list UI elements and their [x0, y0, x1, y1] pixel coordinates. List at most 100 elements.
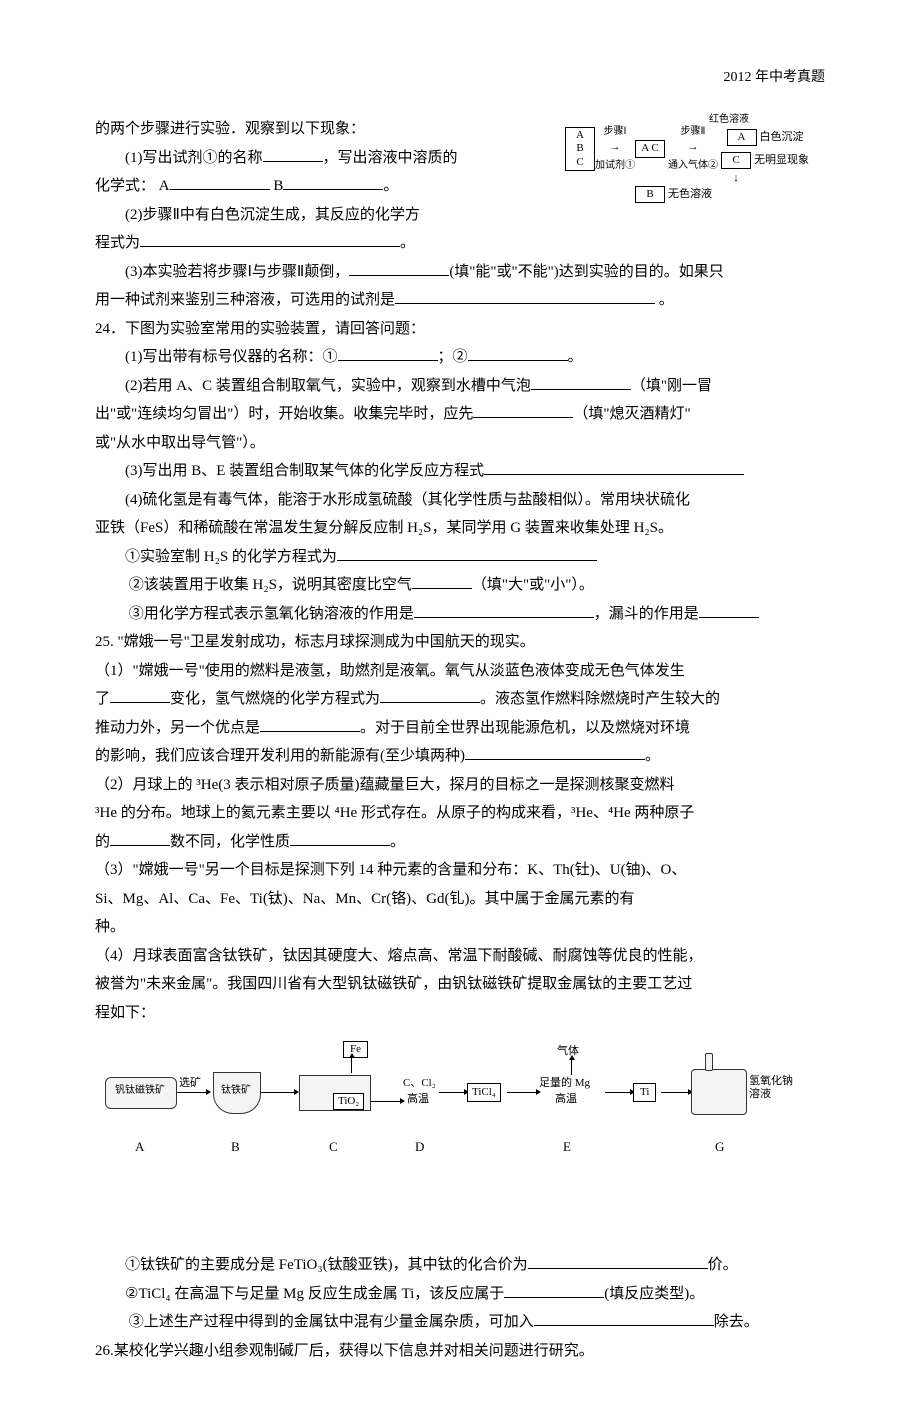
flow-b-text: 无色溶液 [665, 184, 712, 205]
blank [349, 260, 449, 276]
blank [528, 1253, 708, 1269]
blank [170, 174, 270, 190]
pd-letter-e: E [563, 1135, 571, 1160]
q24-p4b: 亚铁（FeS）和稀硫酸在常温发生复分解反应制 H₂S，某同学用 G 装置来收集处… [95, 514, 825, 543]
q26-title: 26.某校化学兴趣小组参观制碱厂后，获得以下信息并对相关问题进行研究。 [95, 1337, 825, 1366]
pd-a-label: 钒钛磁铁矿 [107, 1085, 173, 1097]
q25-process-diagram: 钒钛磁铁矿 选矿 钛铁矿 Fe TiO₂ C、Cl₂ 高温 TiCl₄ 足量的 … [95, 1037, 825, 1157]
flow-red-label: 红色溶液 [633, 115, 825, 125]
page: 2012 年中考真题 红色溶液 A B C 步骤Ⅰ → 加试剂① A C 步骤Ⅱ… [0, 0, 920, 1405]
blank [504, 1282, 604, 1298]
arrow-right-icon [605, 1092, 631, 1093]
pd-c-mid: TiO₂ [333, 1093, 364, 1110]
q25-sub1a: ①钛铁矿的主要成分是 FeTiO₃(钛酸亚铁)，其中钛的化合价为 [125, 1257, 528, 1273]
q25-p2b: ³He 的分布。地球上的氦元素主要以 ⁴He 形式存在。从原子的构成来看，³He… [95, 799, 825, 828]
pd-e-cond: 高温 [555, 1093, 577, 1106]
pd-e-top: 气体 [557, 1045, 579, 1058]
blank [110, 687, 170, 703]
q24-p4d-text: ②该装置用于收集 H₂S，说明其密度比空气 [129, 577, 412, 593]
q24-p1b: ；② [438, 349, 468, 365]
q25-sub2: ②TiCl₄ 在高温下与足量 Mg 反应生成金属 Ti，该反应属于(填反应类型)… [95, 1280, 825, 1309]
q24-p4e: （填"大"或"小"）。 [472, 577, 594, 593]
pd-b-label: 钛铁矿 [213, 1085, 259, 1097]
q23-p3d: 。 [659, 292, 674, 308]
q25-p3a: （3）"嫦娥一号"另一个目标是探测下列 14 种元素的含量和分布：K、Th(钍)… [95, 856, 825, 885]
pd-g-label: 氢氧化钠 溶液 [749, 1075, 819, 1101]
q24-p3a: (3)写出用 B、E 装置组合制取某气体的化学反应方程式 [125, 463, 484, 479]
flow-b-letter: B [635, 186, 665, 203]
arrow-right-icon [507, 1092, 537, 1093]
pd-letter-a: A [135, 1135, 144, 1160]
arrow-right-icon: → [610, 137, 621, 161]
arrow-up-icon [571, 1059, 572, 1075]
arrow-right-icon: → [688, 137, 699, 161]
q24-p2: (2)若用 A、C 装置组合制取氧气，实验中，观察到水槽中气泡（填"刚一冒 [95, 372, 825, 401]
q25-p2c: 的 [95, 834, 110, 850]
q25-title: 25. "嫦娥一号"卫星发射成功，标志月球探测成为中国航天的现实。 [95, 628, 825, 657]
q25-p1-line4: 的影响，我们应该合理开发利用的新能源有(至少填两种)。 [95, 742, 825, 771]
q25-p1c: 变化，氢气燃烧的化学方程式为 [170, 691, 380, 707]
pd-letter-b: B [231, 1135, 240, 1160]
blank [468, 345, 568, 361]
header-title: 2012 年中考真题 [724, 65, 826, 92]
blank [140, 231, 400, 247]
arrow-down-icon: ↓ [647, 173, 825, 184]
q24-p2b: （填"刚一冒 [631, 378, 712, 394]
q24-p4f: ③用化学方程式表示氢氧化钠溶液的作用是，漏斗的作用是 [95, 600, 825, 629]
content-body: 红色溶液 A B C 步骤Ⅰ → 加试剂① A C 步骤Ⅱ → 通入气体② A [95, 115, 825, 1365]
q23-p1a: (1)写出试剂①的名称 [125, 150, 263, 166]
q24-p3: (3)写出用 B、E 装置组合制取某气体的化学反应方程式 [95, 457, 825, 486]
q24-p1a: (1)写出带有标号仪器的名称：① [125, 349, 338, 365]
q24-p1c: 。 [568, 349, 583, 365]
arrow-right-icon [439, 1092, 465, 1093]
q24-title: 24．下图为实验室常用的实验装置，请回答问题： [95, 315, 825, 344]
q25-p2a: （2）月球上的 ³He(3 表示相对原子质量)蕴藏量巨大，探月的目标之一是探测核… [95, 771, 825, 800]
flow-out-a-text: 白色沉淀 [757, 127, 804, 148]
pd-d-cond: 高温 [407, 1093, 429, 1106]
pd-letter-g: G [715, 1135, 724, 1160]
q23-p3c: 用一种试剂来鉴别三种溶液，可选用的试剂是 [95, 292, 395, 308]
flow-step1-under: 加试剂① [595, 161, 635, 171]
q25-sub1: ①钛铁矿的主要成分是 FeTiO₃(钛酸亚铁)，其中钛的化合价为 价。 [95, 1251, 825, 1280]
q23-p3: (3)本实验若将步骤Ⅰ与步骤Ⅱ颠倒，(填"能"或"不能")达到实验的目的。如果只 [95, 258, 825, 287]
q24-p2-line3: 或"从水中取出导气管"）。 [95, 429, 825, 458]
q23-p3a: (3)本实验若将步骤Ⅰ与步骤Ⅱ颠倒， [125, 264, 349, 280]
arrow-right-icon [371, 1101, 401, 1102]
flow-out-a-letter: A [727, 129, 757, 146]
q25-p1e: 推动力外，另一个优点是 [95, 720, 260, 736]
pd-e-in: 足量的 Mg [539, 1077, 590, 1090]
q25-p2d: 数不同，化学性质 [170, 834, 290, 850]
q24-p2d: （填"熄灭酒精灯" [573, 406, 690, 422]
q25-sub1b: 价。 [708, 1257, 738, 1273]
arrow-right-icon [661, 1092, 689, 1093]
flow-start-box: A B C [565, 127, 595, 171]
pd-letter-c: C [329, 1135, 338, 1160]
pd-g-inlet [705, 1053, 713, 1071]
blank [380, 687, 480, 703]
blank [395, 288, 655, 304]
q25-sub3a: ③上述生产过程中得到的金属钛中混有少量金属杂质，可加入 [129, 1314, 534, 1330]
q25-sub3b: 除去。 [714, 1314, 759, 1330]
pd-a-mid: 选矿 [179, 1077, 201, 1090]
q25-p3-line2: Si、Mg、Al、Ca、Fe、Ti(钛)、Na、Mn、Cr(铬)、Gd(钆)。其… [95, 885, 825, 914]
q25-p1f: 。对于目前全世界出现能源危机，以及燃烧对环境 [360, 720, 690, 736]
q25-sub3: ③上述生产过程中得到的金属钛中混有少量金属杂质，可加入 除去。 [95, 1308, 825, 1337]
blank [290, 830, 390, 846]
flow-out-c-letter: C [721, 152, 751, 169]
blank [338, 345, 438, 361]
blank [484, 459, 744, 475]
pd-d-out: TiCl₄ [467, 1083, 501, 1102]
q24-p4c: ①实验室制 H₂S 的化学方程式为 [95, 543, 825, 572]
q23-p2b: 程式为。 [95, 229, 825, 258]
arrow-right-icon [177, 1092, 207, 1093]
blank [414, 602, 594, 618]
q25-p1g: 的影响，我们应该合理开发利用的新能源有(至少填两种) [95, 748, 465, 764]
blank [263, 146, 323, 162]
q23-p1c: 化学式： A [95, 178, 170, 194]
q25-p2e: 。 [390, 834, 405, 850]
arrow-up-icon [351, 1057, 352, 1073]
q25-p1-line3: 推动力外，另一个优点是 。对于目前全世界出现能源危机，以及燃烧对环境 [95, 714, 825, 743]
pd-d-in: C、Cl₂ [403, 1077, 436, 1090]
blank [337, 545, 597, 561]
pd-letter-d: D [415, 1135, 424, 1160]
